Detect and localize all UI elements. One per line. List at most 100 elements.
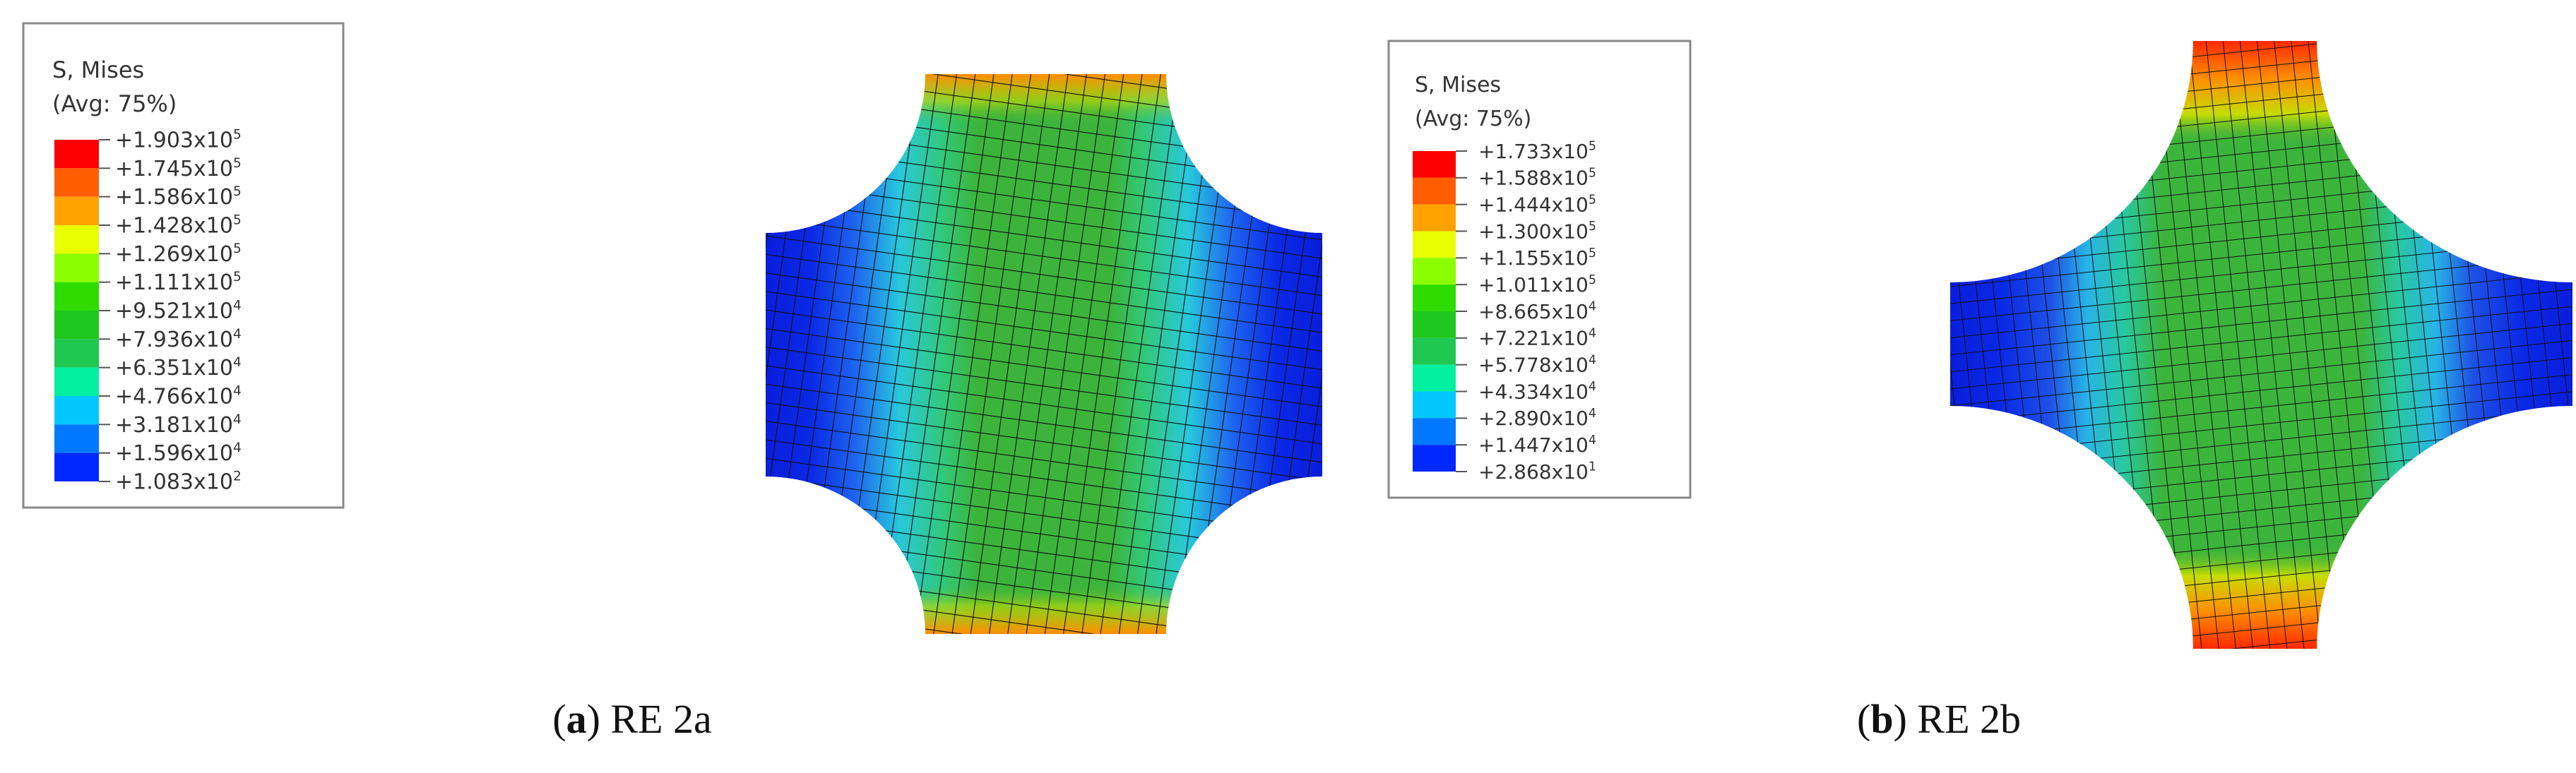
legend-label: +4.766x104 [115,384,242,409]
label-exponent: 5 [1589,166,1596,180]
label-exponent: 4 [233,441,242,455]
label-exponent: 1 [1589,460,1596,474]
legend-label: +1.903x105 [115,128,242,153]
label-exponent: 4 [1589,407,1596,421]
legend-label: +4.334x104 [1478,380,1596,403]
color-band [54,282,99,311]
caption-letter: a [566,696,587,742]
label-mantissa: +1.596x10 [115,441,233,466]
label-mantissa: +5.778x10 [1478,353,1589,376]
label-exponent: 5 [1589,220,1596,234]
label-mantissa: +1.447x10 [1478,433,1589,457]
legend-label: +9.521x104 [115,299,242,324]
label-mantissa: +2.868x10 [1478,460,1589,484]
legend-label: +7.936x104 [115,327,242,352]
label-exponent: 5 [233,270,242,284]
color-band [54,140,99,169]
caption: (a) RE 2a [552,695,712,743]
label-mantissa: +1.155x10 [1478,246,1589,270]
label-exponent: 4 [1589,326,1596,340]
legend-label: +1.300x105 [1478,220,1596,243]
caption-open: ( [552,696,566,742]
legend-label: +1.269x105 [115,241,242,267]
label-exponent: 4 [1589,300,1596,314]
caption: (b) RE 2b [1857,695,2021,743]
legend-label: +2.890x104 [1478,407,1596,430]
label-exponent: 4 [233,355,242,370]
label-mantissa: +1.588x10 [1478,167,1589,190]
contour-plot [1950,41,2572,649]
label-exponent: 5 [1589,273,1596,287]
legend: S, Mises (Avg: 75%) +1.733x105+1.588x105… [1387,40,1692,499]
caption-text: ) RE 2b [1893,696,2022,742]
color-band [54,339,99,368]
label-exponent: 5 [233,184,242,199]
color-band [54,424,99,453]
legend-label: +1.155x105 [1478,246,1596,270]
label-exponent: 5 [233,128,242,143]
color-band [1413,258,1456,285]
label-mantissa: +4.334x10 [1478,380,1589,403]
legend-title: S, Mises [52,56,144,83]
legend-label: +1.111x105 [115,270,242,295]
label-mantissa: +9.521x10 [115,299,233,324]
label-mantissa: +1.083x10 [115,470,233,495]
color-band [1413,418,1456,445]
legend-label: +3.181x104 [115,412,242,438]
legend-subtitle: (Avg: 75%) [1415,107,1531,131]
color-band [1413,284,1456,311]
label-mantissa: +1.733x10 [1478,140,1589,163]
legend-label: +8.665x104 [1478,300,1596,323]
color-band [1413,445,1456,472]
color-band [54,311,99,340]
legend-label: +1.745x105 [115,156,242,181]
label-exponent: 4 [233,384,242,399]
label-exponent: 5 [233,241,242,256]
label-exponent: 4 [1589,353,1596,367]
color-band [1413,204,1456,232]
legend-subtitle: (Avg: 75%) [52,90,177,117]
label-mantissa: +1.300x10 [1478,220,1589,243]
caption-open: ( [1856,696,1871,742]
color-band [1413,364,1456,392]
label-exponent: 5 [233,213,242,228]
label-exponent: 4 [233,299,242,313]
legend-label: +1.447x104 [1478,433,1596,457]
legend-label: +1.586x105 [115,184,242,210]
legend-label: +2.868x101 [1478,460,1596,484]
color-band [1413,311,1456,338]
color-band [54,396,99,425]
legend-label: +1.083x102 [115,469,242,495]
color-band [1413,391,1456,419]
caption-letter: b [1870,696,1894,742]
label-mantissa: +6.351x10 [115,356,233,380]
color-band [54,453,99,481]
legend-label: +1.588x105 [1478,166,1596,189]
color-band [54,253,99,282]
legend: S, Mises (Avg: 75%) +1.903x105+1.745x105… [22,22,345,509]
legend-label: +1.733x105 [1478,140,1596,163]
label-mantissa: +1.011x10 [1478,273,1589,296]
legend-label: +1.596x104 [115,441,242,466]
color-band [54,168,99,197]
contour-plot [766,74,1322,634]
label-exponent: 4 [233,412,242,427]
legend-label: +7.221x104 [1478,326,1596,349]
label-mantissa: +3.181x10 [115,413,233,438]
figure: S, Mises (Avg: 75%) +1.903x105+1.745x105… [22,22,2572,649]
label-mantissa: +1.745x10 [115,157,233,181]
label-exponent: 5 [1589,193,1596,207]
color-band [1413,337,1456,365]
color-band [54,225,99,254]
legend-label: +5.778x104 [1478,353,1596,376]
legend-label: +1.428x105 [115,213,242,239]
label-exponent: 5 [1589,140,1596,154]
legend-label: +1.444x105 [1478,193,1596,216]
label-exponent: 4 [1589,433,1596,448]
color-band [1413,177,1456,205]
label-mantissa: +1.444x10 [1478,193,1589,216]
label-exponent: 4 [1589,380,1596,394]
label-mantissa: +1.428x10 [115,214,233,239]
color-band [54,367,99,396]
